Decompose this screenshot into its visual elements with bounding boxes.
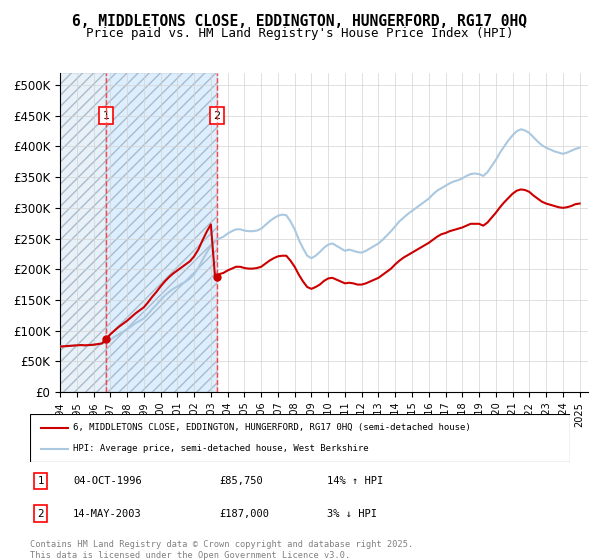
FancyBboxPatch shape — [30, 414, 570, 462]
Text: 3% ↓ HPI: 3% ↓ HPI — [327, 508, 377, 519]
Text: Price paid vs. HM Land Registry's House Price Index (HPI): Price paid vs. HM Land Registry's House … — [86, 27, 514, 40]
Text: Contains HM Land Registry data © Crown copyright and database right 2025.
This d: Contains HM Land Registry data © Crown c… — [30, 540, 413, 560]
Bar — [106, 73, 217, 392]
Text: 14% ↑ HPI: 14% ↑ HPI — [327, 476, 383, 486]
Text: 2: 2 — [37, 508, 44, 519]
Text: 1: 1 — [37, 476, 44, 486]
Text: 04-OCT-1996: 04-OCT-1996 — [73, 476, 142, 486]
Text: HPI: Average price, semi-detached house, West Berkshire: HPI: Average price, semi-detached house,… — [73, 444, 369, 453]
Text: 1: 1 — [103, 111, 110, 121]
Bar — [60, 73, 106, 392]
Bar — [106, 73, 217, 392]
Text: £187,000: £187,000 — [219, 508, 269, 519]
Text: 6, MIDDLETONS CLOSE, EDDINGTON, HUNGERFORD, RG17 0HQ: 6, MIDDLETONS CLOSE, EDDINGTON, HUNGERFO… — [73, 14, 527, 29]
Text: £85,750: £85,750 — [219, 476, 263, 486]
Text: 2: 2 — [214, 111, 221, 121]
Text: 14-MAY-2003: 14-MAY-2003 — [73, 508, 142, 519]
Text: 6, MIDDLETONS CLOSE, EDDINGTON, HUNGERFORD, RG17 0HQ (semi-detached house): 6, MIDDLETONS CLOSE, EDDINGTON, HUNGERFO… — [73, 423, 471, 432]
Bar — [60, 73, 106, 392]
